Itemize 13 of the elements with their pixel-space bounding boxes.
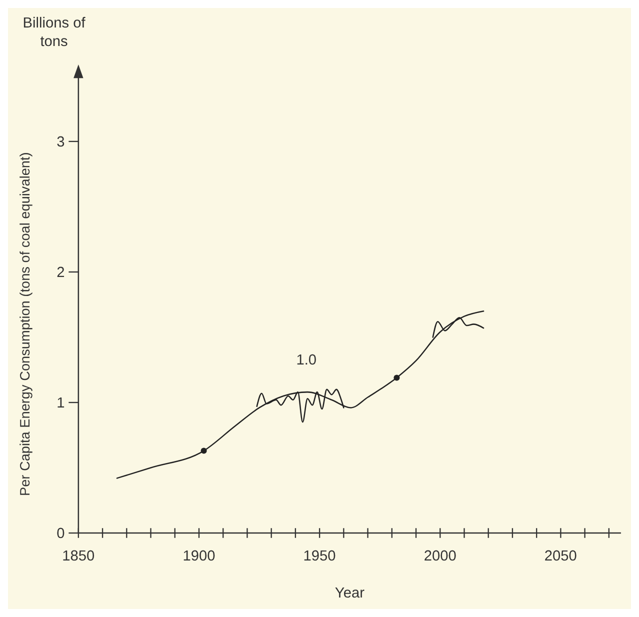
x-tick-label: 1850 bbox=[62, 548, 95, 564]
x-tick-label: 1950 bbox=[303, 548, 336, 564]
x-axis-title: Year bbox=[334, 585, 365, 602]
annotation: 1.0 bbox=[296, 352, 317, 369]
x-tick-label: 2050 bbox=[544, 548, 577, 564]
text: Billions of tons bbox=[22, 15, 86, 50]
y-tick-label: 1 bbox=[56, 395, 65, 412]
y-tick-label: 0 bbox=[56, 526, 65, 542]
y-axis-title: Per Capita Energy Consumption (tons of coal equivalent) bbox=[18, 152, 33, 496]
x-tick-label: 2000 bbox=[424, 548, 456, 564]
y-tick-label: 2 bbox=[56, 264, 65, 281]
x-tick-label: 1900 bbox=[182, 548, 216, 564]
y-tick-label: 3 bbox=[56, 134, 65, 150]
